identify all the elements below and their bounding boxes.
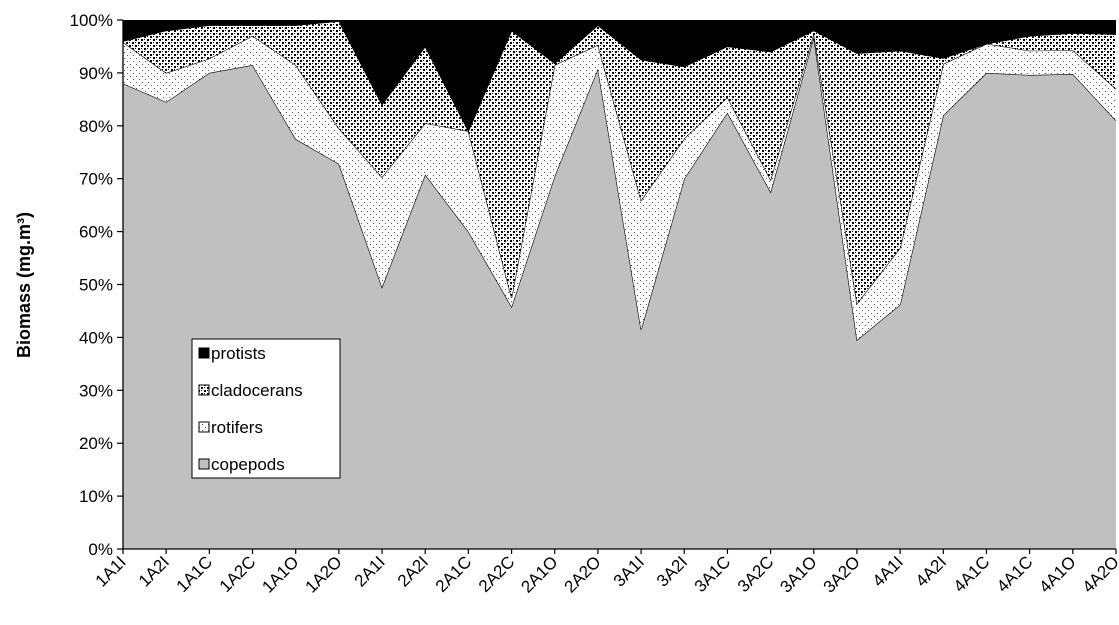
x-tick-label: 1A1C [173, 552, 217, 596]
x-tick-label: 1A2C [216, 552, 260, 596]
legend-label-rotifers: rotifers [211, 418, 263, 437]
x-tick-label: 2A2C [475, 552, 519, 596]
y-tick-label: 90% [79, 64, 113, 83]
x-tick-label: 3A1I [610, 552, 648, 590]
x-tick-label: 3A2O [820, 552, 864, 596]
series-areas [122, 20, 1117, 549]
legend: protists cladocerans rotifers copepods [191, 338, 341, 479]
x-tick-label: 1A2I [135, 552, 173, 590]
legend-swatch-copepods [198, 458, 210, 470]
y-axis-ticks: 0% 10% 20% 30% 40% 50% 60% 70% 80% 90% 100% [70, 11, 123, 559]
x-tick-label: 3A2I [653, 552, 691, 590]
series-area-copepods [123, 36, 1116, 549]
x-tick-label: 4A1O [1035, 552, 1079, 596]
legend-swatch-protists [198, 347, 210, 359]
x-tick-label: 3A1C [691, 552, 735, 596]
x-tick-label: 1A2O [302, 552, 346, 596]
series-area-cladocerans [123, 21, 1116, 304]
y-axis-title: Biomass (mg.m³) [14, 212, 34, 358]
legend-swatch-cladocerans [198, 384, 210, 396]
legend-label-cladocerans: cladocerans [211, 381, 303, 400]
x-tick-label: 2A1C [432, 552, 476, 596]
y-tick-label: 50% [79, 276, 113, 295]
y-tick-label: 100% [70, 11, 113, 30]
y-tick-label: 70% [79, 170, 113, 189]
x-tick-label: 2A2O [561, 552, 605, 596]
y-tick-label: 20% [79, 434, 113, 453]
series-area-protists [123, 20, 1116, 132]
y-tick-label: 80% [79, 117, 113, 136]
legend-box [191, 338, 341, 479]
x-tick-label: 3A2C [734, 552, 778, 596]
y-tick-label: 0% [88, 540, 113, 559]
x-tick-label: 4A1C [993, 552, 1037, 596]
legend-label-protists: protists [211, 344, 266, 363]
legend-swatch-rotifers [198, 421, 210, 433]
y-tick-label: 40% [79, 328, 113, 347]
series-area-rotifers [123, 33, 1116, 340]
x-tick-label: 2A1I [351, 552, 389, 590]
x-axis-ticks: 1A1I 1A2I 1A1C 1A2C 1A1O 1A2O 2A1I 2A2I 2A1C 2A2C… [92, 549, 1119, 597]
legend-label-copepods: copepods [211, 455, 285, 474]
y-tick-label: 10% [79, 487, 113, 506]
y-tick-label: 60% [79, 223, 113, 242]
series-line-rotifers [122, 33, 1117, 305]
x-tick-label: 3A1O [776, 552, 820, 596]
x-tick-label: 4A1I [869, 552, 907, 590]
x-tick-label: 1A1O [258, 552, 302, 596]
x-tick-label: 4A2I [912, 552, 950, 590]
x-tick-label: 2A2I [394, 552, 432, 590]
x-tick-label: 2A1O [517, 552, 561, 596]
x-tick-label: 4A2O [1079, 552, 1119, 596]
y-tick-label: 30% [79, 381, 113, 400]
x-tick-label: 4A1C [950, 552, 994, 596]
